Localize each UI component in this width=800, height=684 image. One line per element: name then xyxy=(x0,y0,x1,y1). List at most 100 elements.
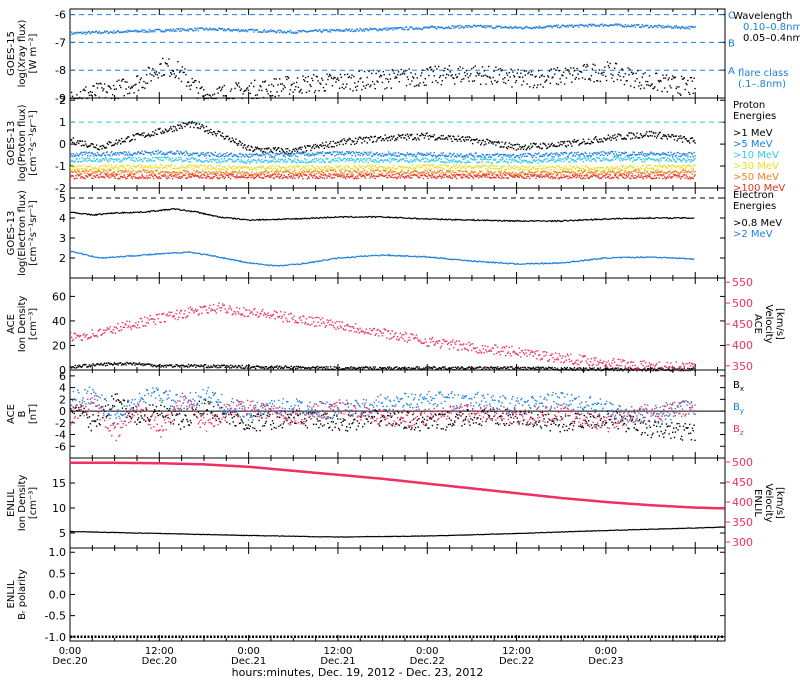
data-point xyxy=(293,166,294,167)
data-point xyxy=(300,90,301,91)
data-point xyxy=(120,143,121,144)
data-point xyxy=(497,81,498,82)
data-point xyxy=(257,29,258,30)
data-point xyxy=(603,157,604,158)
data-point xyxy=(362,139,363,140)
data-point xyxy=(473,172,474,173)
data-point xyxy=(272,169,273,170)
data-point xyxy=(551,68,552,69)
data-point xyxy=(167,165,168,166)
data-point xyxy=(84,141,85,142)
data-point xyxy=(636,78,637,79)
data-point xyxy=(99,167,100,168)
data-point xyxy=(407,133,408,134)
data-point xyxy=(497,153,498,154)
data-point xyxy=(643,73,644,74)
data-point xyxy=(580,173,581,174)
data-point xyxy=(375,28,376,29)
data-point xyxy=(406,85,407,86)
data-point xyxy=(601,23,602,24)
data-point xyxy=(318,147,319,148)
data-point xyxy=(508,168,509,169)
data-point xyxy=(636,132,637,133)
data-point xyxy=(589,153,590,154)
data-point xyxy=(233,166,234,167)
data-point xyxy=(474,80,475,81)
data-point xyxy=(367,171,368,172)
data-point xyxy=(478,167,479,168)
data-point xyxy=(359,160,360,161)
data-point xyxy=(384,154,385,155)
data-point xyxy=(466,139,467,140)
data-point xyxy=(282,159,283,160)
data-point xyxy=(376,161,377,162)
data-point xyxy=(600,155,601,156)
data-point xyxy=(551,156,552,157)
data-point xyxy=(510,162,511,163)
data-point xyxy=(450,71,451,72)
data-point xyxy=(86,153,87,154)
data-point xyxy=(556,165,557,166)
data-point xyxy=(368,71,369,72)
data-point xyxy=(279,161,280,162)
data-point xyxy=(614,68,615,69)
data-point xyxy=(108,144,109,145)
data-point xyxy=(653,159,654,160)
data-point xyxy=(641,159,642,160)
data-point xyxy=(311,160,312,161)
data-point xyxy=(163,159,164,160)
data-point xyxy=(550,145,551,146)
data-point xyxy=(662,152,663,153)
data-point xyxy=(179,72,180,73)
data-point xyxy=(341,154,342,155)
data-point xyxy=(273,165,274,166)
data-point xyxy=(567,25,568,26)
data-point xyxy=(584,156,585,157)
data-point xyxy=(387,159,388,160)
data-point xyxy=(403,158,404,159)
data-point xyxy=(570,67,571,68)
data-point xyxy=(450,159,451,160)
data-point xyxy=(507,148,508,149)
data-point xyxy=(560,174,561,175)
data-point xyxy=(81,31,82,32)
data-point xyxy=(387,154,388,155)
data-point xyxy=(252,29,253,30)
data-point xyxy=(509,166,510,167)
data-point xyxy=(492,83,493,84)
data-point xyxy=(589,78,590,79)
data-point xyxy=(337,158,338,159)
data-point xyxy=(279,32,280,33)
data-point xyxy=(185,173,186,174)
data-point xyxy=(607,138,608,139)
data-point xyxy=(432,156,433,157)
data-point xyxy=(217,29,218,30)
data-point xyxy=(693,93,694,94)
data-point xyxy=(98,83,99,84)
data-point xyxy=(159,159,160,160)
data-point xyxy=(284,156,285,157)
data-point xyxy=(465,156,466,157)
data-point xyxy=(200,172,201,173)
data-point xyxy=(82,168,83,169)
data-point xyxy=(540,143,541,144)
data-point xyxy=(142,87,143,88)
data-point xyxy=(115,143,116,144)
data-point xyxy=(172,131,173,132)
data-point xyxy=(301,169,302,170)
data-point xyxy=(473,67,474,68)
data-point xyxy=(274,78,275,79)
data-point xyxy=(619,160,620,161)
data-point xyxy=(256,162,257,163)
data-point xyxy=(346,141,347,142)
data-point xyxy=(320,158,321,159)
data-point xyxy=(406,158,407,159)
data-point xyxy=(484,70,485,71)
data-point xyxy=(268,172,269,173)
data-point xyxy=(280,83,281,84)
data-point xyxy=(534,28,535,29)
data-point xyxy=(559,78,560,79)
data-point xyxy=(445,158,446,159)
data-point xyxy=(128,151,129,152)
data-point xyxy=(128,170,129,171)
